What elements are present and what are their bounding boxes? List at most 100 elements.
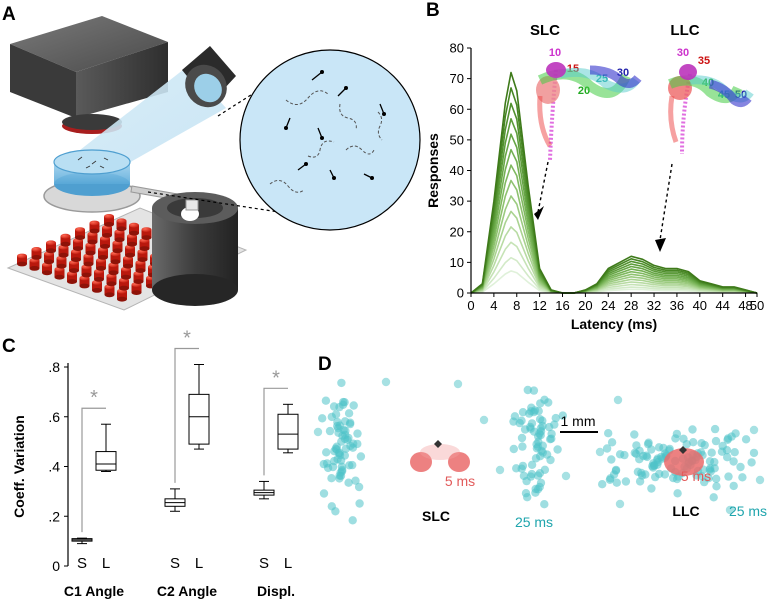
box-group: S L * C2 Angle [157, 328, 217, 599]
position-dot [536, 478, 546, 488]
led-cell [42, 262, 52, 276]
box-iqr [188, 393, 210, 445]
slc-origin-marker [434, 440, 442, 448]
position-dot [724, 472, 733, 481]
position-dot [605, 475, 615, 484]
box-label: S [259, 555, 269, 572]
led-cell [89, 220, 100, 234]
led-cell [92, 280, 102, 293]
position-dot [705, 465, 714, 474]
position-dot [621, 477, 631, 486]
panel-c-letter: C [2, 336, 16, 357]
box: S [253, 480, 275, 572]
box-label: L [195, 555, 203, 572]
position-dot [671, 434, 680, 443]
led-cell [104, 284, 115, 298]
led-cell [119, 277, 129, 291]
y-tick-label: .2 [48, 508, 60, 524]
position-dot [679, 434, 688, 443]
position-dot [353, 439, 362, 449]
llc-arrow [659, 163, 673, 241]
position-dot [331, 507, 340, 516]
led-cell [108, 262, 119, 276]
position-dot [546, 455, 555, 465]
position-dot [327, 474, 336, 483]
position-dot [527, 469, 536, 479]
position-dot [348, 516, 357, 525]
position-dot [339, 425, 348, 435]
position-dot [704, 474, 713, 483]
position-dot [547, 434, 556, 443]
led-cell [106, 273, 117, 287]
position-dot [355, 499, 364, 508]
position-dot [551, 413, 560, 423]
led-cell [69, 260, 79, 273]
position-dot [522, 476, 531, 486]
position-dot [540, 465, 550, 474]
position-dot [725, 505, 735, 515]
position-dot [729, 457, 738, 466]
position-dot [510, 412, 520, 421]
position-dot [710, 457, 719, 467]
position-dot [669, 473, 678, 483]
x-tick-label: 44 [715, 298, 729, 313]
position-dot [641, 470, 650, 479]
position-dot [495, 465, 505, 475]
position-dot [523, 493, 532, 502]
led-cell [17, 253, 27, 267]
x-tick-label: 0 [467, 298, 474, 313]
position-dot [607, 438, 617, 447]
lens [182, 46, 236, 108]
petri-dish [53, 149, 131, 196]
position-dot [313, 427, 323, 437]
position-dot [712, 482, 721, 491]
position-dot [529, 386, 539, 395]
position-dot [319, 489, 329, 498]
slc-fish-overlay [536, 62, 642, 161]
x-tick-label: 24 [601, 298, 615, 313]
x-tick-label: 36 [670, 298, 684, 313]
position-dot [349, 401, 358, 410]
llc-label: LLC [672, 503, 699, 519]
position-dot [729, 481, 738, 491]
led-cell [139, 238, 150, 252]
position-dot [337, 462, 347, 471]
llc-heads [664, 446, 704, 476]
position-dot [615, 499, 625, 509]
llc-origin-marker [679, 446, 687, 454]
led-cell [123, 255, 133, 269]
position-dot [321, 396, 331, 405]
box-group: S L * C1 Angle [64, 387, 124, 599]
position-dot [518, 461, 528, 471]
position-dot [755, 475, 765, 485]
led-cell [87, 231, 98, 245]
position-dot [707, 448, 716, 457]
position-dot [655, 469, 664, 479]
position-dot [647, 484, 656, 493]
fish-time-label: 10 [549, 47, 561, 59]
position-dot [518, 442, 527, 451]
x-tick-label: 40 [693, 298, 707, 313]
y-tick-label: 0 [52, 558, 60, 574]
y-axis-label: Coeff. Variation [11, 415, 27, 518]
group-label: C2 Angle [157, 583, 217, 599]
x-tick-label: 16 [555, 298, 569, 313]
group-label: C1 Angle [64, 583, 124, 599]
y-tick-label: .8 [48, 359, 60, 375]
position-dot [538, 416, 547, 425]
position-dot [325, 426, 335, 436]
position-dot [354, 482, 364, 492]
zoomed-dish [239, 49, 421, 231]
position-dot [558, 411, 567, 420]
led-cell [75, 227, 85, 241]
led-cell [44, 251, 54, 265]
position-dot [344, 409, 354, 418]
position-dot [526, 422, 535, 432]
panel-d: D 1 mm 5 ms 5 ms 25 ms 25 ms SLC LLC [313, 354, 767, 530]
x-tick-label: 8 [513, 298, 520, 313]
led-cell [67, 271, 77, 284]
position-dot [604, 429, 613, 438]
box-label: S [77, 555, 87, 572]
position-dot [738, 473, 747, 482]
